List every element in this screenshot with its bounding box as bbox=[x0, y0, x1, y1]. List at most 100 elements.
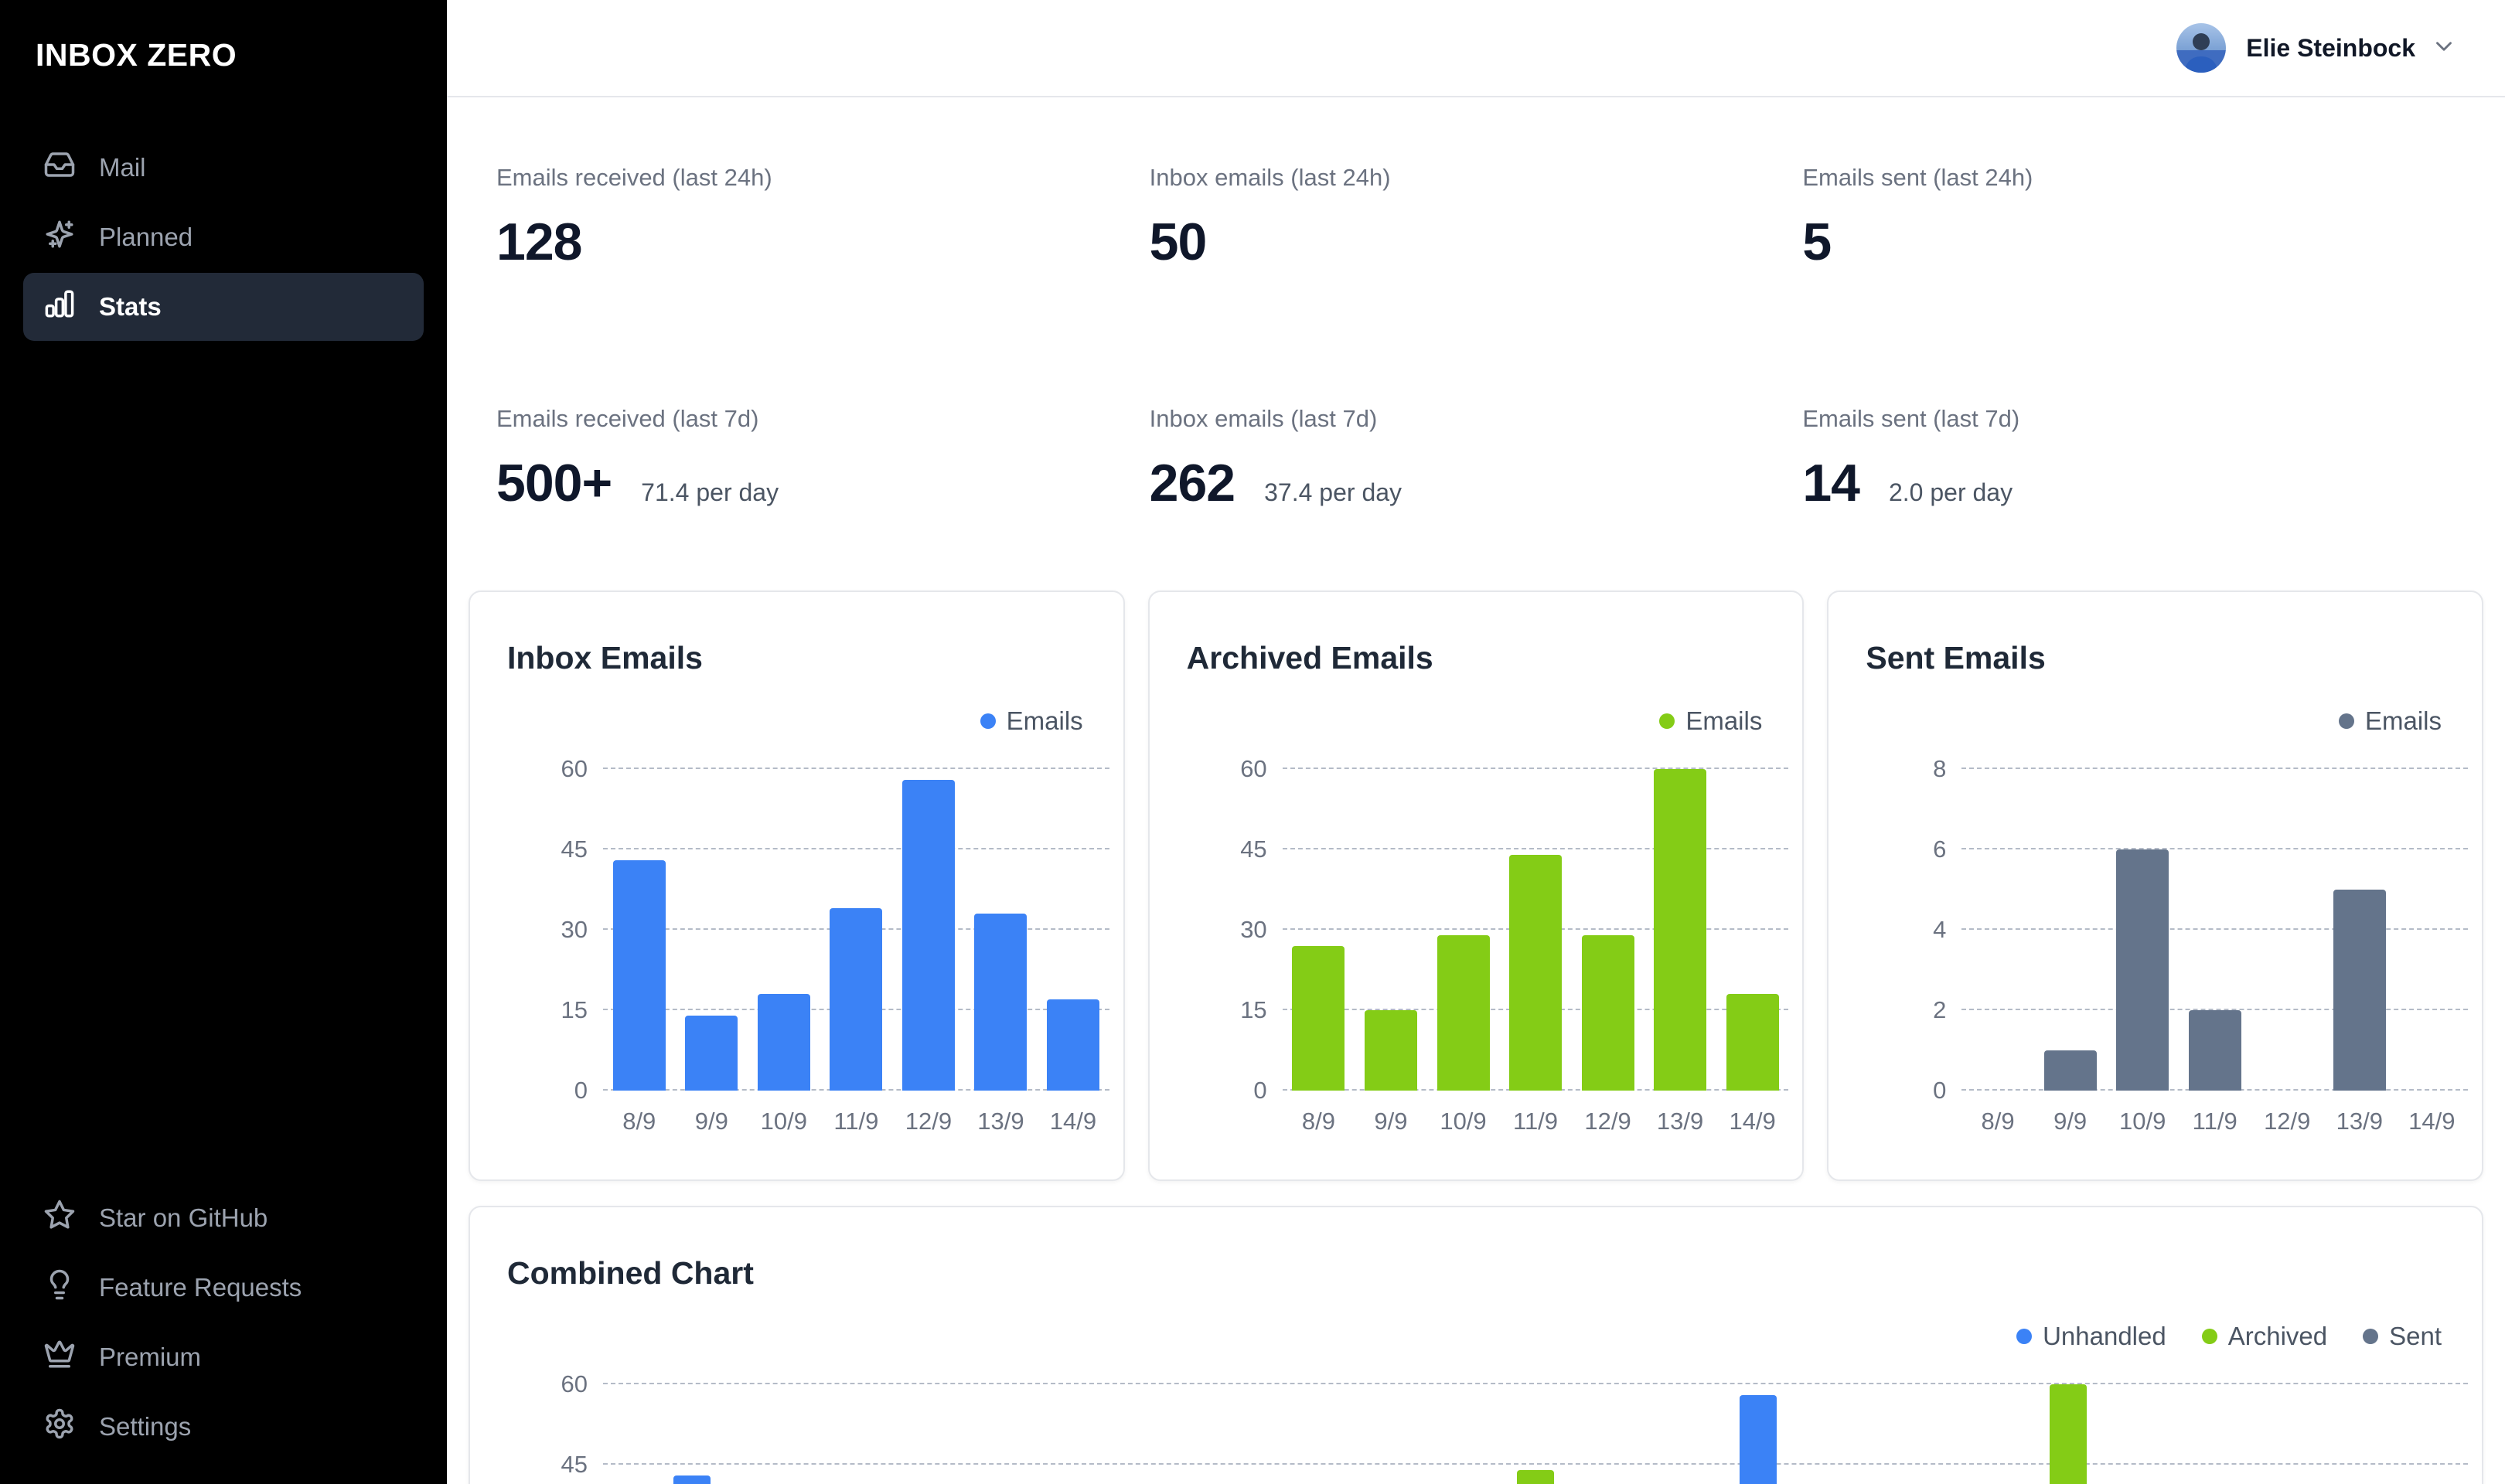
x-tick-label: 12/9 bbox=[905, 1108, 953, 1135]
y-tick-label: 60 bbox=[1240, 755, 1267, 782]
chart-legend: Emails bbox=[1187, 706, 1789, 737]
sidebar-item-mail[interactable]: Mail bbox=[23, 134, 424, 202]
sidebar-item-stats[interactable]: Stats bbox=[23, 273, 424, 341]
gridline bbox=[603, 768, 1109, 769]
bar bbox=[1654, 769, 1707, 1091]
sidebar-item-label: Feature Requests bbox=[99, 1273, 302, 1302]
bar bbox=[974, 914, 1028, 1091]
chart-plot-area: 0 15 30 45 60 bbox=[1187, 757, 1789, 1103]
bar-group bbox=[1499, 769, 1572, 1091]
plot bbox=[1282, 768, 1789, 1091]
stat-value: 14 bbox=[1802, 454, 1860, 512]
x-tick-label: 13/9 bbox=[1656, 1108, 1704, 1135]
legend-dot-icon bbox=[980, 713, 996, 729]
legend-label: Emails bbox=[1685, 706, 1763, 735]
stats-summary: Emails received (last 24h) 128 Inbox ema… bbox=[447, 97, 2505, 513]
bar bbox=[1581, 935, 1634, 1091]
chart-title: Sent Emails bbox=[1866, 640, 2046, 676]
bar-group bbox=[676, 769, 748, 1091]
gridline bbox=[603, 1463, 2468, 1465]
y-tick-label: 15 bbox=[561, 996, 588, 1023]
bar-group bbox=[965, 769, 1038, 1091]
inbox-emails-chart-card: Inbox Emails Emails 0 15 30 45 60 8/9 9/9 10/9 11/… bbox=[469, 591, 1125, 1181]
legend-dot-icon bbox=[1659, 713, 1675, 729]
stat-label: Emails sent (last 7d) bbox=[1802, 405, 2020, 432]
bar-group bbox=[892, 769, 965, 1091]
bar-group bbox=[1644, 769, 1716, 1091]
stat-per-day: 2.0 per day bbox=[1888, 478, 2013, 506]
stat-per-day: 71.4 per day bbox=[641, 478, 779, 506]
chart-title: Archived Emails bbox=[1186, 640, 1433, 676]
y-tick-label: 60 bbox=[561, 1370, 588, 1397]
user-menu[interactable]: Elie Steinbock bbox=[2176, 23, 2457, 73]
stat-inbox-emails-24h: Inbox emails (last 24h) 50 bbox=[1150, 164, 1803, 272]
x-tick-label: 14/9 bbox=[1729, 1108, 1776, 1135]
sidebar-nav: Mail Planned Stats bbox=[23, 134, 424, 341]
legend-label: Sent bbox=[2389, 1322, 2442, 1350]
sent-emails-chart-card: Sent Emails Emails 0 2 4 6 8 8/9 9/9 10/9 11/9 12/9… bbox=[1827, 591, 2484, 1181]
stat-per-day: 37.4 per day bbox=[1264, 478, 1402, 506]
bar bbox=[1292, 946, 1345, 1091]
y-tick-label: 8 bbox=[1933, 755, 1947, 782]
chevron-down-icon bbox=[2431, 33, 2457, 63]
bar bbox=[1517, 1470, 1555, 1484]
bar-group bbox=[2034, 769, 2107, 1091]
stat-label: Emails sent (last 24h) bbox=[1802, 164, 2033, 191]
y-tick-label: 2 bbox=[1933, 996, 1947, 1023]
x-tick-label: 12/9 bbox=[1584, 1108, 1631, 1135]
sidebar-item-planned[interactable]: Planned bbox=[23, 203, 424, 271]
stat-emails-received-24h: Emails received (last 24h) 128 bbox=[496, 164, 1150, 272]
sidebar-item-label: Premium bbox=[99, 1343, 202, 1371]
avatar bbox=[2176, 23, 2227, 73]
combined-chart-card: Combined ChartUnhandledArchivedSent01530… bbox=[469, 1206, 2483, 1484]
x-axis: 8/9 9/9 10/9 11/9 12/9 13/9 14/9 bbox=[1283, 1108, 1789, 1135]
gridline bbox=[1961, 1009, 2469, 1010]
stat-value: 500+ bbox=[496, 454, 612, 512]
sidebar-item-label: Stats bbox=[99, 292, 162, 321]
chart-title: Inbox Emails bbox=[507, 640, 703, 676]
inbox-icon bbox=[43, 148, 76, 187]
y-axis: 0 2 4 6 8 bbox=[1866, 757, 1961, 1103]
sidebar-item-star-on-github[interactable]: Star on GitHub bbox=[23, 1184, 424, 1252]
bar-group bbox=[1037, 769, 1109, 1091]
sidebar-item-label: Planned bbox=[99, 223, 193, 251]
legend-item: Archived bbox=[2201, 1322, 2328, 1351]
legend-dot-icon bbox=[2016, 1329, 2033, 1344]
legend-label: Unhandled bbox=[2043, 1322, 2166, 1350]
stat-label: Emails received (last 24h) bbox=[496, 164, 772, 191]
gridline bbox=[603, 848, 1109, 849]
x-tick-label: 8/9 bbox=[1981, 1108, 2015, 1135]
stat-emails-received-7d: Emails received (last 7d) 500+ 71.4 per d… bbox=[496, 405, 1150, 513]
chart-legend: Emails bbox=[1866, 706, 2468, 737]
x-tick-label: 12/9 bbox=[2264, 1108, 2311, 1135]
gridline bbox=[603, 1383, 2468, 1384]
bar bbox=[2050, 1384, 2088, 1484]
bar-group bbox=[603, 769, 676, 1091]
sidebar-item-feature-requests[interactable]: Feature Requests bbox=[23, 1254, 424, 1322]
gridline bbox=[1961, 928, 2469, 930]
legend-label: Archived bbox=[2227, 1322, 2328, 1350]
y-tick-label: 0 bbox=[1253, 1077, 1267, 1104]
sidebar-item-settings[interactable]: Settings bbox=[23, 1393, 424, 1461]
bar bbox=[830, 908, 883, 1091]
x-tick-label: 11/9 bbox=[2192, 1108, 2237, 1135]
sidebar-item-premium[interactable]: Premium bbox=[23, 1323, 424, 1391]
bars-layer bbox=[603, 769, 1109, 1091]
bars-layer bbox=[603, 1384, 2468, 1484]
bar bbox=[2116, 849, 2169, 1091]
y-tick-label: 4 bbox=[1933, 916, 1947, 943]
sidebar-item-label: Star on GitHub bbox=[99, 1203, 268, 1232]
bar bbox=[1437, 935, 1490, 1091]
legend-dot-icon bbox=[2201, 1329, 2217, 1344]
bar bbox=[2188, 1010, 2241, 1091]
bar-chart-icon bbox=[43, 288, 76, 326]
bar-group bbox=[1402, 1384, 1669, 1484]
stat-value: 262 bbox=[1149, 454, 1235, 512]
lightbulb-icon bbox=[43, 1268, 76, 1307]
legend-label: Emails bbox=[1006, 706, 1083, 735]
bars-layer bbox=[1283, 769, 1789, 1091]
bar-group bbox=[2179, 769, 2251, 1091]
charts-row: Inbox Emails Emails 0 15 30 45 60 8/9 9/9 10/9 11/… bbox=[469, 591, 2484, 1181]
gridline bbox=[1282, 848, 1789, 849]
